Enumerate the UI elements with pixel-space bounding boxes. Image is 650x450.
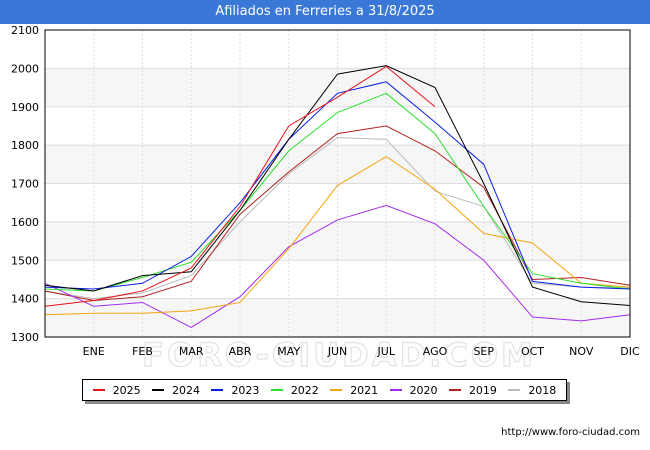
series-line-2018 xyxy=(44,136,631,300)
legend-label: 2022 xyxy=(290,383,319,397)
watermark: FORO-CIUDAD.COM xyxy=(142,336,536,374)
legend-swatch xyxy=(152,389,165,391)
legend-item-2022: 2022 xyxy=(270,383,319,397)
plot-band xyxy=(45,221,630,261)
x-tick-label: MAR xyxy=(179,345,204,358)
chart-title: Afiliados en Ferreries a 31/8/2025 xyxy=(0,0,650,24)
series-line-2020 xyxy=(44,204,631,328)
x-tick-label: ABR xyxy=(229,345,252,358)
x-tick-label: FEB xyxy=(132,345,153,358)
series-lines xyxy=(44,65,631,328)
y-tick-label: 1900 xyxy=(11,101,39,114)
legend-item-2019: 2019 xyxy=(448,383,497,397)
legend-item-2025: 2025 xyxy=(92,383,141,397)
y-tick-label: 1800 xyxy=(11,139,39,152)
x-tick-label: ENE xyxy=(83,345,105,358)
series-line-2023 xyxy=(44,81,631,290)
legend: 2025 2024 2023 2022 2021 2020 2019 2018 xyxy=(82,379,567,401)
legend-swatch xyxy=(448,389,461,391)
legend-swatch xyxy=(508,389,521,391)
plot-frame xyxy=(44,29,631,338)
x-tick-label: OCT xyxy=(521,345,544,358)
legend-swatch xyxy=(330,389,343,391)
legend-label: 2019 xyxy=(468,383,497,397)
legend-label: 2025 xyxy=(112,383,141,397)
legend-item-2021: 2021 xyxy=(330,384,378,397)
source-url[interactable]: http://www.foro-ciudad.com xyxy=(501,427,640,438)
x-tick-label: MAY xyxy=(277,345,300,358)
legend-item-2020: 2020 xyxy=(389,383,438,397)
x-tick-label: JUL xyxy=(377,345,396,358)
y-tick-label: 1400 xyxy=(11,293,39,306)
legend-item-2023: 2023 xyxy=(211,384,259,397)
y-tick-label: 2100 xyxy=(11,24,39,37)
x-tick-label: NOV xyxy=(569,345,594,358)
legend-item-2024: 2024 xyxy=(152,384,200,397)
legend-label: 2023 xyxy=(231,383,260,397)
y-tick-label: 2000 xyxy=(11,62,39,75)
series-line-2019 xyxy=(44,125,631,302)
legend-swatch xyxy=(92,389,105,391)
x-tick-label: JUN xyxy=(327,345,348,358)
y-tick-label: 1500 xyxy=(11,254,39,267)
y-tick-label: 1300 xyxy=(11,331,39,344)
legend-swatch xyxy=(211,389,224,391)
legend-label: 2024 xyxy=(172,383,201,397)
x-tick-label: SEP xyxy=(473,345,494,358)
x-tick-label: DIC xyxy=(620,345,640,358)
legend-label: 2021 xyxy=(350,383,379,397)
series-line-2025 xyxy=(44,65,436,307)
series-line-2022 xyxy=(44,92,631,292)
y-axis-ticks: 1300 1400 1500 1600 1700 1800 1900 2000 2100 xyxy=(11,24,39,344)
legend-label: 2018 xyxy=(528,383,557,397)
series-line-2024 xyxy=(44,65,631,307)
y-tick-label: 1600 xyxy=(11,216,39,229)
x-axis-ticks: ENE FEB MAR ABR MAY JUN JUL AGO SEP OCT NOV DIC xyxy=(83,345,640,358)
legend-swatch xyxy=(270,389,283,391)
y-tick-label: 1700 xyxy=(11,178,39,191)
legend-swatch xyxy=(389,389,402,391)
legend-item-2018: 2018 xyxy=(508,384,556,397)
series-line-2021 xyxy=(44,156,631,316)
x-tick-label: AGO xyxy=(423,345,448,358)
legend-label: 2020 xyxy=(409,383,438,397)
